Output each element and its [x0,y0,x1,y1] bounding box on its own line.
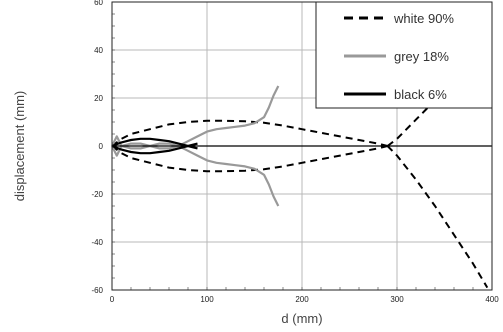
y-axis-label: displacement (mm) [12,91,27,202]
y-tick-labels: 60 40 20 0 -20 -40 -60 [91,0,103,295]
x-tick-label: 300 [390,295,404,304]
series-2 [111,137,492,155]
legend-label: grey 18% [394,49,449,64]
y-tick-label: 0 [99,142,104,151]
series-line [178,145,280,207]
legend: white 90% grey 18% black 6% [315,1,493,109]
y-tick-label: 60 [94,0,103,7]
x-tick-label: 400 [485,295,499,304]
y-tick-label: 40 [94,46,103,55]
y-tick-label: -60 [91,286,103,295]
y-tick-label: -20 [91,190,103,199]
plot-area-frame [111,1,493,291]
x-tick-label: 100 [200,295,214,304]
legend-label: black 6% [394,87,447,102]
series-line [386,145,489,289]
legend-label: white 90% [393,11,454,26]
series-line [111,137,198,150]
y-tick-label: -40 [91,238,103,247]
y-tick-label: 20 [94,94,103,103]
series-line [111,142,198,155]
x-tick-label: 200 [295,295,309,304]
series-line [178,85,280,147]
x-tick-label: 0 [110,295,115,304]
x-axis-label: d (mm) [281,311,322,326]
series-line [111,145,388,173]
series-line [111,119,388,147]
x-tick-labels: 0 100 200 300 400 [110,295,499,304]
